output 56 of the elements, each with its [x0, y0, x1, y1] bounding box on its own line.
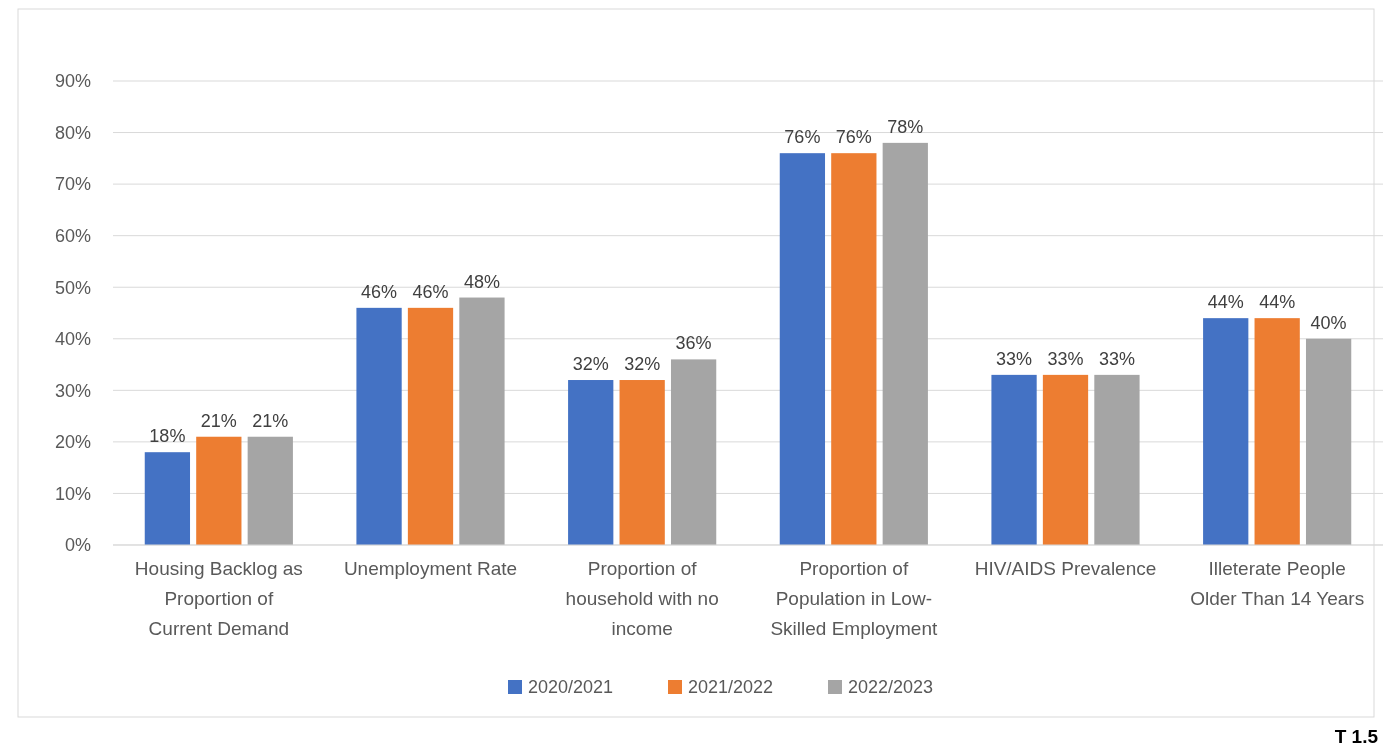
y-tick-label: 20% [54, 432, 91, 453]
data-label: 32% [572, 354, 609, 375]
bar [991, 374, 1037, 545]
data-label: 33% [996, 348, 1033, 369]
y-tick-label: 40% [54, 329, 91, 350]
x-tick-label: Housing Backlog as Proportion of Current Demand [134, 558, 303, 639]
y-tick-label: 90% [54, 71, 91, 92]
bar [247, 436, 293, 545]
x-tick-label: Unemployment Rate [343, 558, 518, 579]
y-tick-label: 10% [54, 483, 91, 504]
x-tick-label: Proportion of Population in Low-Skilled Employment [770, 558, 938, 639]
x-tick-label: Proportion of household with no income [565, 558, 719, 639]
data-label: 33% [1047, 348, 1084, 369]
x-tick-label: Illeterate People Older Than 14 Years [1190, 558, 1365, 609]
y-tick-label: 80% [54, 122, 91, 143]
bar [1042, 374, 1089, 545]
data-label: 46% [412, 281, 449, 302]
data-label: 76% [784, 127, 821, 148]
bar [882, 142, 928, 545]
data-label: 48% [463, 271, 500, 292]
data-label: 76% [835, 127, 872, 148]
x-tick-label: HIV/AIDS Prevalence [974, 558, 1157, 579]
y-tick-label: 0% [64, 535, 91, 556]
bar [459, 297, 505, 545]
y-tick-label: 50% [54, 277, 91, 298]
bar [831, 153, 877, 545]
data-label: 21% [252, 410, 289, 431]
data-label: 46% [361, 281, 398, 302]
legend-label: 2020/2021 [528, 677, 614, 698]
y-tick-label: 60% [54, 225, 91, 246]
bar [1203, 318, 1249, 545]
data-label: 32% [624, 354, 661, 375]
bar [1094, 374, 1140, 545]
bar [779, 153, 826, 545]
data-label: 78% [887, 116, 924, 137]
legend-label: 2021/2022 [688, 677, 774, 698]
text: T 1.5 [1334, 726, 1379, 747]
bar [196, 436, 242, 545]
bar [670, 359, 717, 545]
bar [568, 380, 614, 545]
y-tick-label: 70% [54, 174, 91, 195]
legend-label: 2022/2023 [848, 677, 934, 698]
y-tick-label: 30% [54, 380, 91, 401]
bar [1254, 318, 1300, 545]
bar [144, 452, 191, 545]
data-label: 44% [1259, 292, 1296, 313]
bar [619, 380, 665, 545]
data-label: 21% [200, 410, 237, 431]
data-label: 40% [1310, 312, 1347, 333]
bar [356, 307, 402, 545]
data-label: 36% [675, 333, 712, 354]
bar [1305, 338, 1352, 545]
data-label: 18% [149, 426, 186, 447]
data-label: 33% [1098, 348, 1135, 369]
bar [407, 307, 454, 545]
data-label: 44% [1207, 292, 1244, 313]
